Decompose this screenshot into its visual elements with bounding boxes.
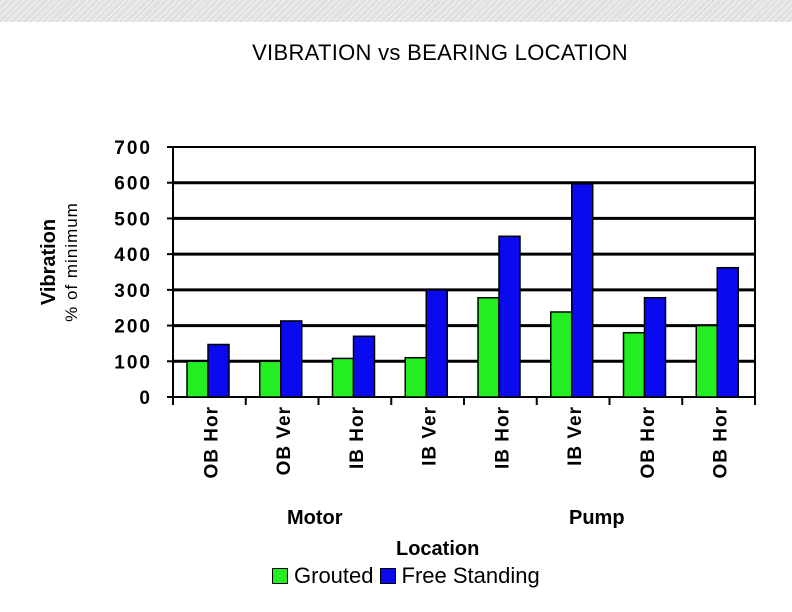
bar-grouted-6 bbox=[622, 331, 646, 398]
group-label-pump: Pump bbox=[569, 507, 625, 529]
y-tick-label: 600 bbox=[114, 174, 152, 195]
legend-item-free-standing: Free Standing bbox=[379, 563, 540, 589]
x-axis-title: Location bbox=[396, 538, 480, 560]
x-tick-label: OB Hor bbox=[201, 406, 222, 479]
bar-free-standing-5 bbox=[571, 183, 594, 398]
bar-free-standing-3 bbox=[425, 289, 448, 398]
x-tick-label: OB Hor bbox=[638, 406, 659, 479]
plot-area bbox=[172, 146, 756, 398]
bar-free-standing-6 bbox=[643, 296, 667, 398]
y-tick-label: 400 bbox=[114, 245, 152, 266]
bar-grouted-2 bbox=[331, 357, 355, 398]
x-tick-label: OB Hor bbox=[711, 406, 732, 479]
x-tick-label: IB Hor bbox=[492, 406, 513, 469]
group-label-motor: Motor bbox=[287, 507, 343, 529]
y-tick-label: 300 bbox=[114, 281, 152, 302]
legend-swatch-grouted bbox=[272, 568, 288, 584]
bar-grouted-1 bbox=[259, 360, 282, 398]
bar-grouted-3 bbox=[404, 356, 427, 398]
bar-free-standing-0 bbox=[207, 343, 230, 398]
bar-free-standing-1 bbox=[280, 320, 303, 398]
bar-free-standing-2 bbox=[352, 335, 376, 398]
legend: Grouted Free Standing bbox=[272, 562, 546, 590]
y-tick-label: 100 bbox=[114, 352, 152, 373]
bar-free-standing-7 bbox=[716, 266, 739, 398]
y-tick-label: 500 bbox=[114, 209, 152, 230]
top-decorative-band bbox=[0, 0, 792, 22]
bar-grouted-0 bbox=[186, 360, 209, 398]
legend-label-free-standing: Free Standing bbox=[401, 563, 540, 588]
y-tick-label: 200 bbox=[114, 317, 152, 338]
chart-title: VIBRATION vs BEARING LOCATION bbox=[252, 40, 628, 65]
x-tick-label: OB Ver bbox=[274, 406, 295, 475]
x-tick-label: IB Ver bbox=[420, 406, 441, 466]
x-tick-label: IB Hor bbox=[347, 406, 368, 469]
x-tick-label: IB Ver bbox=[565, 406, 586, 466]
y-tick-label: 700 bbox=[114, 138, 152, 159]
legend-swatch-free-standing bbox=[379, 568, 396, 584]
bar-grouted-4 bbox=[477, 296, 500, 398]
bar-free-standing-4 bbox=[498, 235, 521, 398]
legend-label-grouted: Grouted bbox=[294, 563, 374, 588]
y-tick-label: 0 bbox=[139, 388, 152, 409]
legend-item-grouted: Grouted bbox=[272, 563, 374, 589]
bar-grouted-5 bbox=[550, 311, 573, 398]
bar-grouted-7 bbox=[695, 324, 718, 398]
